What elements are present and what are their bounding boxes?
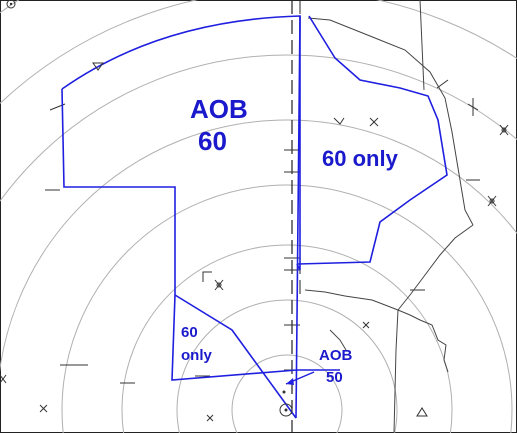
label-60-only-small-top: 60 (181, 324, 198, 341)
ring-ticks (45, 79, 480, 384)
corner-mark-icon (202, 271, 212, 282)
fix-star-icon (362, 321, 370, 329)
fix-star-icon (369, 117, 379, 127)
sector-divider (295, 15, 301, 419)
fix-star-icon (206, 414, 214, 422)
sector-aob-60 (61, 15, 301, 381)
fix-star-icon (0, 374, 7, 384)
label-60-only: 60 only (322, 146, 399, 171)
range-ring-5 (0, 119, 517, 373)
vor-icon (499, 124, 509, 136)
range-ring-1 (231, 354, 343, 433)
range-ring-6 (0, 54, 517, 203)
corner-navaid-icon (6, 0, 16, 9)
sector-60-only (297, 15, 448, 265)
aob-50-pointer (285, 371, 315, 385)
vor-icon (214, 279, 224, 291)
range-ring-2 (176, 299, 398, 433)
chevron-mark-icon (333, 117, 345, 125)
aircraft-dot-icon (282, 390, 286, 394)
range-ring-4 (61, 184, 513, 433)
label-60-only-small-bottom: only (181, 347, 212, 364)
label-aob-60-bottom: 60 (198, 126, 227, 156)
label-aob-60-top: AOB (190, 94, 248, 124)
label-aob-50-top: AOB (319, 347, 353, 364)
terrain-lines (304, 0, 474, 433)
sector-boundaries (61, 15, 448, 419)
waypoint-triangle-icon (416, 407, 428, 417)
radar-site-icon (279, 403, 293, 417)
vor-icon (487, 195, 497, 207)
waypoint-cross-icon (467, 98, 479, 116)
sector-60-only-small (174, 294, 297, 419)
range-ring-3 (121, 244, 453, 433)
label-aob-50-bottom: 50 (326, 369, 343, 386)
waypoint-triangle-icon (92, 62, 104, 71)
navaid-symbols (0, 0, 509, 422)
fix-star-icon (39, 404, 48, 413)
